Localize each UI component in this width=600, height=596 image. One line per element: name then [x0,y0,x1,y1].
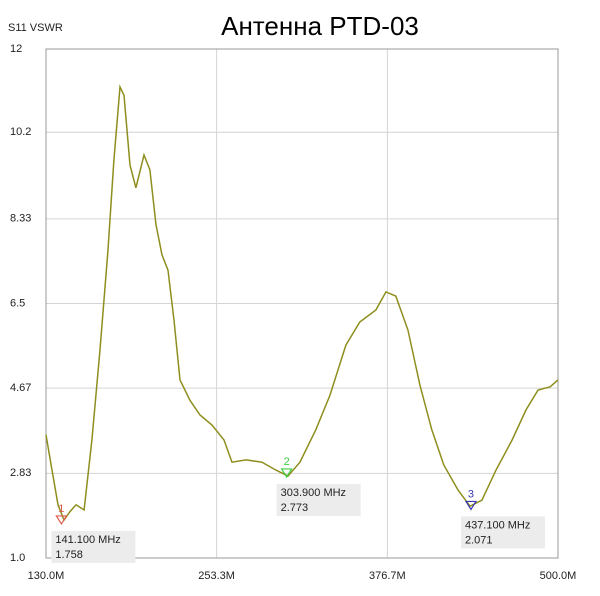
y-tick-label: 2.83 [10,467,31,479]
plot-border [45,48,559,559]
marker-frequency: 303.900 MHz [281,487,346,499]
y-tick-label: 12 [10,43,22,55]
x-tick-label: 376.7M [369,570,406,582]
marker [280,468,293,479]
y-tick-label: 10.2 [10,126,31,138]
vswr-line [45,84,559,522]
marker-number: 3 [468,488,474,500]
marker-value: 2.071 [465,534,493,546]
x-tick-label: 253.3M [198,570,235,582]
marker-frequency: 437.100 MHz [465,519,530,531]
y-tick-label: 1.0 [10,552,25,564]
marker-frequency: 141.100 MHz [55,534,120,546]
y-axis-label: S11 VSWR [8,22,63,34]
marker [464,500,478,511]
marker-value: 2.773 [281,502,309,514]
marker-box [51,530,136,563]
x-tick-label: 130.0M [28,570,65,582]
marker-number: 2 [284,456,290,468]
marker-number: 1 [58,503,64,515]
y-tick-label: 6.5 [10,297,25,309]
marker-value: 1.758 [55,549,83,561]
marker [55,515,68,526]
x-tick-label: 500.0M [540,570,577,582]
y-tick-label: 4.67 [10,382,31,394]
marker-box [276,483,361,516]
marker-box [460,516,545,549]
chart-title: Антенна PTD-03 [221,11,419,41]
y-tick-label: 8.33 [10,213,31,225]
